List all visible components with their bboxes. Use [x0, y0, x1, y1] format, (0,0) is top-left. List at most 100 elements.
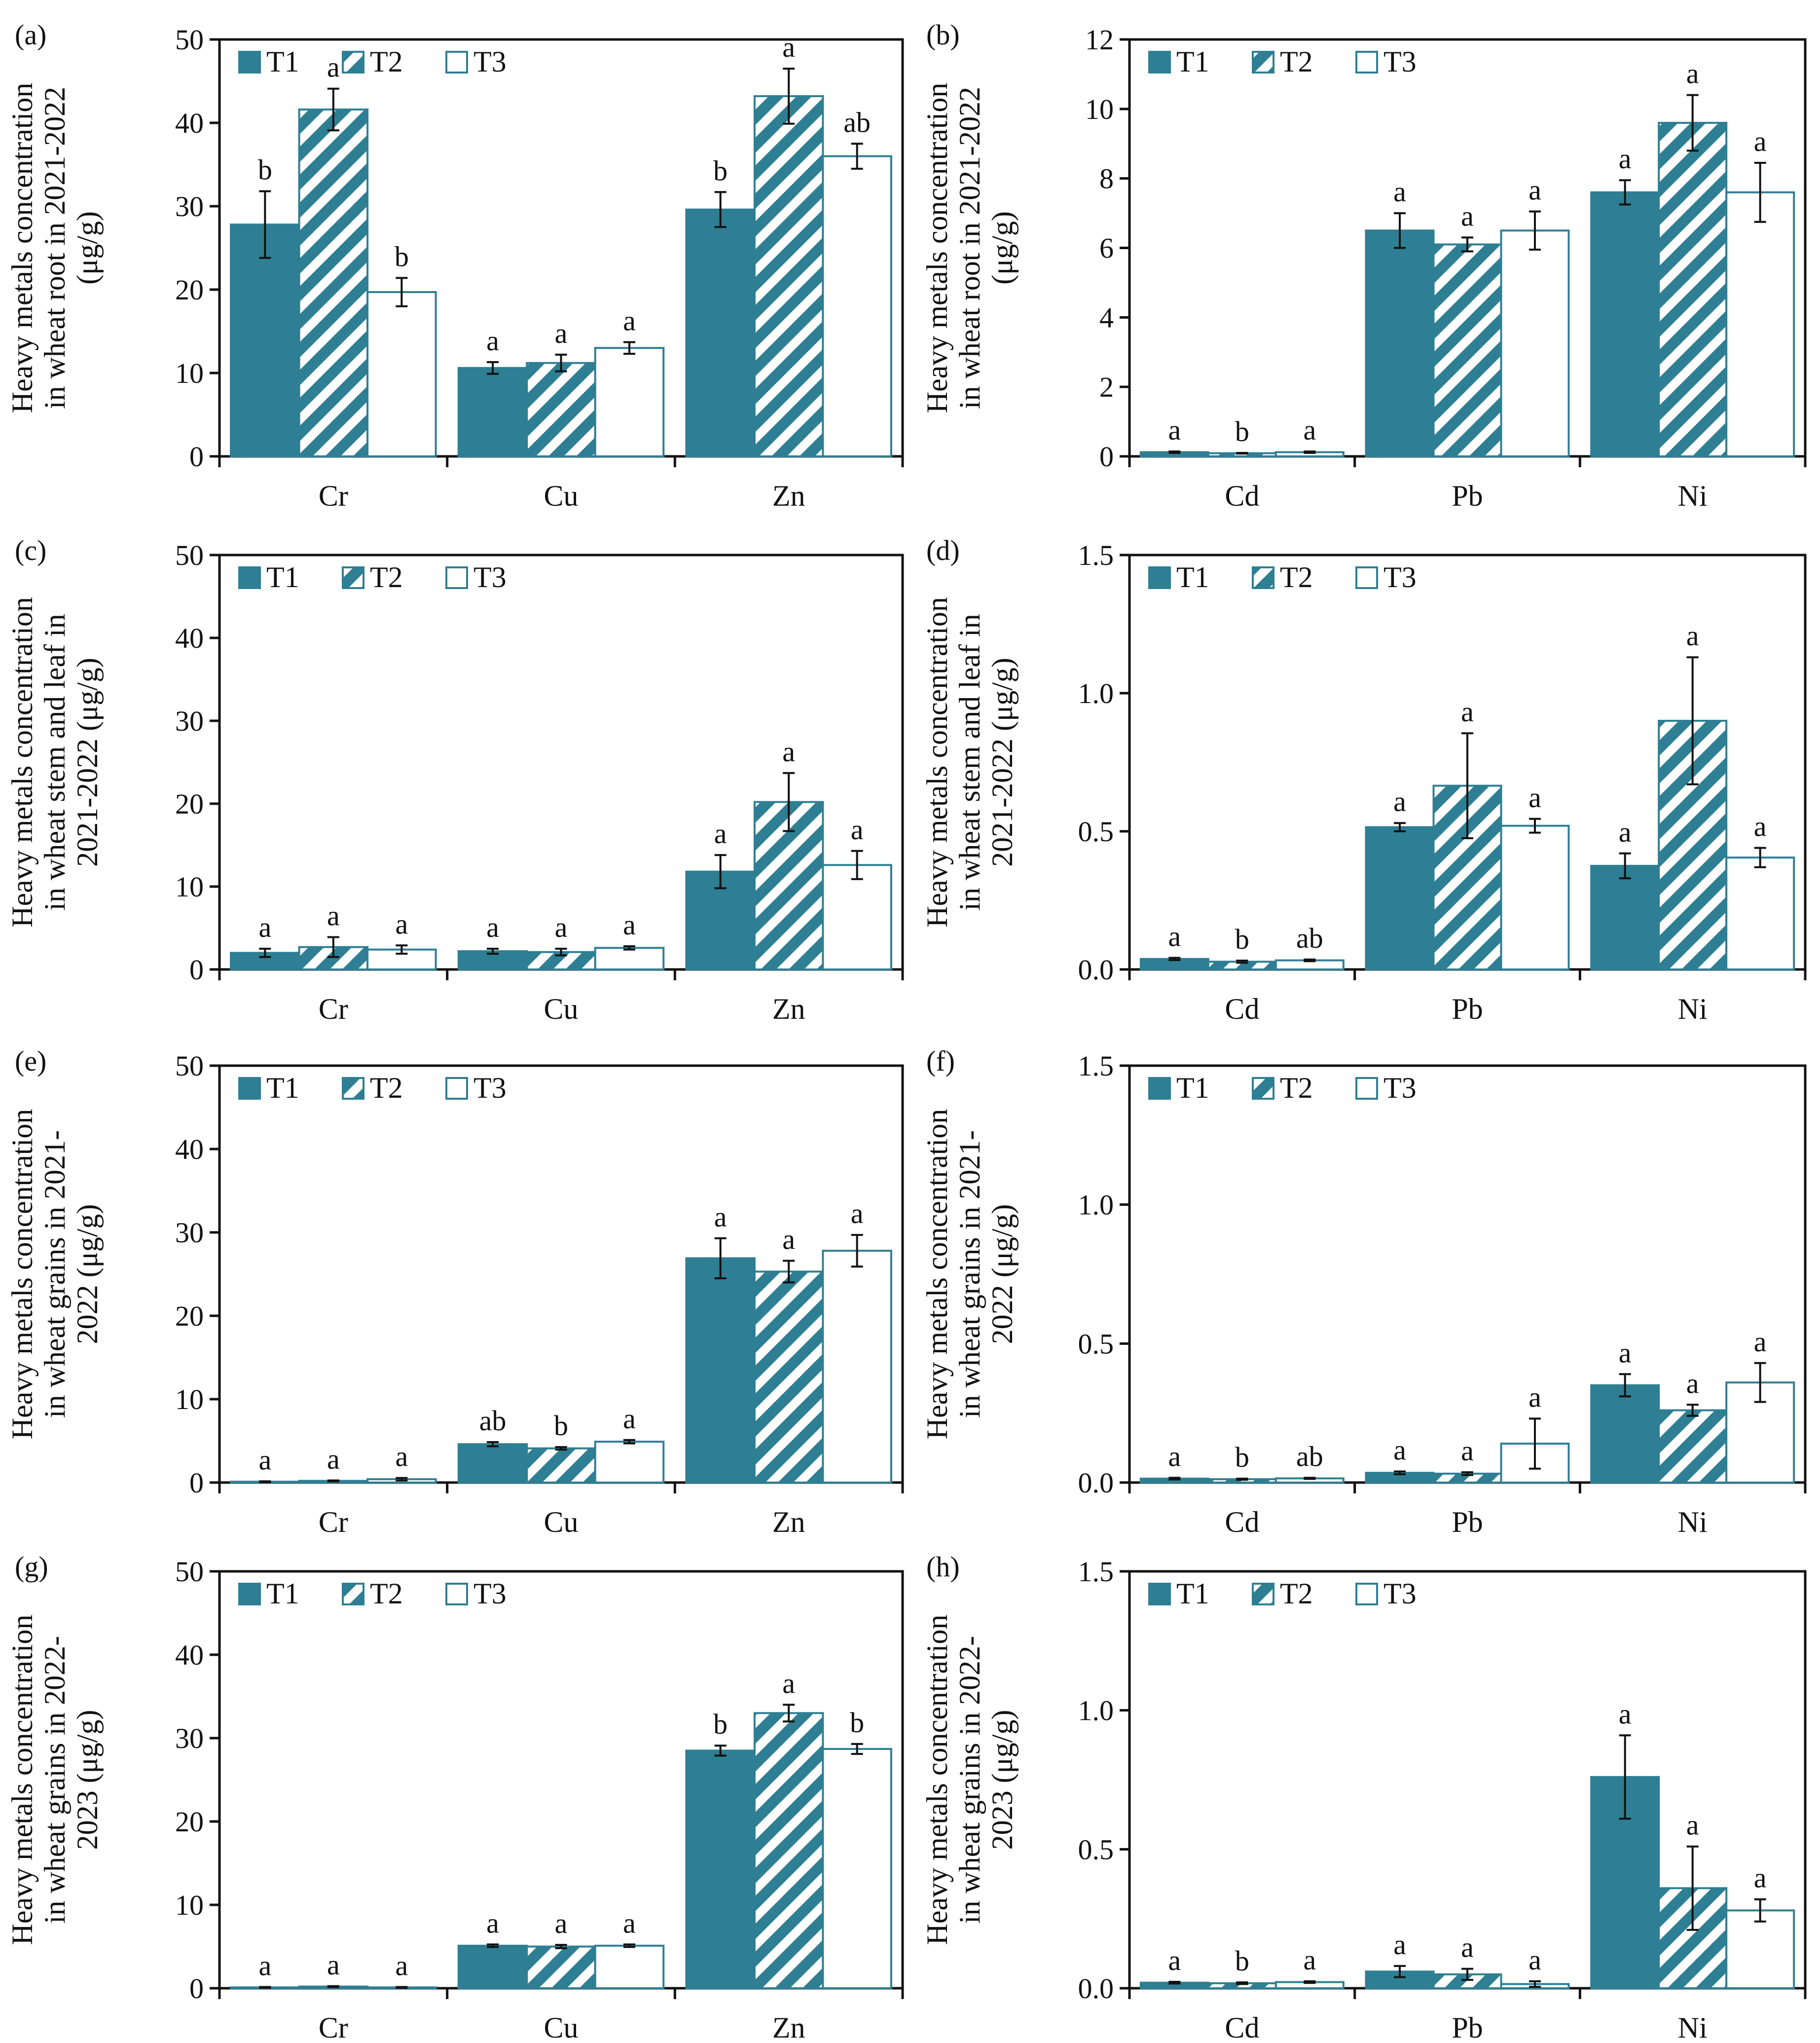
y-axis-label: Heavy metals concentration [921, 83, 953, 413]
x-tick-label: Cd [1225, 993, 1259, 1025]
significance-letter: a [555, 911, 568, 943]
y-tick-label: 1.5 [1078, 1556, 1114, 1588]
legend-swatch-t3 [445, 51, 468, 74]
y-axis-label: 2023 (μg/g) [986, 1710, 1019, 1850]
significance-letter: a [1168, 1944, 1181, 1976]
bar-T2-Zn [753, 1712, 824, 1990]
legend-label-t3: T3 [473, 1072, 507, 1104]
legend-label-t1: T1 [1176, 1072, 1209, 1104]
x-tick-label: Cu [544, 480, 578, 512]
bar-T3-Pb [1500, 229, 1570, 457]
significance-letter: a [1754, 811, 1767, 843]
significance-letter: a [258, 1444, 271, 1476]
legend-label-t3: T3 [1383, 561, 1417, 594]
x-tick-label: Cd [1225, 480, 1259, 512]
legend-swatch-t1 [1148, 1583, 1171, 1605]
y-tick-label: 2 [1099, 371, 1114, 403]
significance-letter: a [1393, 1434, 1406, 1466]
legend-swatch-t2 [1252, 1077, 1274, 1100]
bar-T1-Zn [685, 1257, 756, 1484]
panel-label: (a) [15, 19, 46, 51]
significance-letter: a [258, 911, 271, 943]
bar-T3-Zn [822, 155, 892, 458]
y-tick-label: 50 [175, 1556, 204, 1588]
legend-swatch-t1 [1148, 566, 1171, 589]
legend-label-t3: T3 [1383, 1072, 1417, 1104]
panel-label: (h) [926, 1551, 960, 1583]
y-tick-label: 40 [175, 1639, 204, 1671]
significance-letter: a [1754, 1326, 1767, 1358]
y-axis-label: in wheat stem and leaf in [38, 614, 71, 910]
legend-swatch-t1 [1148, 1077, 1171, 1100]
significance-letter: a [782, 1223, 795, 1255]
y-tick-label: 40 [175, 622, 204, 654]
y-tick-label: 1.0 [1078, 1189, 1114, 1221]
significance-letter: a [851, 814, 864, 846]
x-tick-label: Pb [1452, 1506, 1483, 1538]
legend-swatch-t1 [238, 51, 261, 74]
panel-label: (c) [15, 534, 46, 566]
significance-letter: a [1619, 1337, 1632, 1369]
y-tick-label: 10 [175, 871, 204, 903]
legend-label-t1: T1 [1176, 561, 1209, 594]
y-axis-label: Heavy metals concentration [6, 597, 38, 928]
bar-T3-Cu [594, 1441, 665, 1484]
legend-swatch-t3 [1355, 1077, 1378, 1100]
significance-letter: a [1303, 414, 1316, 446]
y-tick-label: 30 [175, 1217, 204, 1249]
legend-label-t1: T1 [1176, 45, 1209, 78]
bar-T1-Ni [1590, 191, 1660, 458]
significance-letter: a [782, 736, 795, 768]
significance-letter: a [555, 317, 568, 349]
legend-swatch-t1 [1148, 51, 1171, 74]
significance-letter: b [554, 1410, 568, 1442]
y-tick-label: 20 [175, 274, 204, 306]
legend-label-t1: T1 [266, 1577, 299, 1610]
significance-letter: a [327, 51, 340, 83]
significance-letter: a [1686, 620, 1699, 652]
legend-label-t2: T2 [1280, 561, 1313, 594]
x-tick-label: Cr [319, 480, 348, 512]
bar-T1-Cr [230, 223, 300, 457]
bar-T3-Ni [1725, 856, 1795, 970]
significance-letter: a [1168, 414, 1181, 446]
y-tick-label: 6 [1099, 232, 1114, 264]
legend-label-t2: T2 [370, 561, 403, 594]
y-tick-label: 20 [175, 1806, 204, 1838]
bar-T3-Ni [1725, 1909, 1795, 1989]
legend-label-t1: T1 [266, 1072, 299, 1104]
legend-label-t3: T3 [1383, 1577, 1417, 1610]
y-tick-label: 10 [1085, 93, 1114, 125]
legend-label-t3: T3 [473, 45, 507, 78]
bar-T1-Pb [1365, 826, 1435, 970]
legend-label-t2: T2 [370, 1577, 403, 1610]
chart-panel-c: 0 10 20 30 40 50 Cr Cu Zn a a a a a a a a a T1 T2 T3 (c) Heavy… [6, 534, 904, 1025]
legend-swatch-t3 [445, 1077, 468, 1100]
y-tick-label: 1.5 [1078, 1050, 1114, 1082]
panel-label: (e) [15, 1045, 46, 1077]
chart-panel-g: 0 10 20 30 40 50 Cr Cu Zn a a b a a a a a b T1 T2 T3 (g) Heavy… [6, 1551, 904, 2043]
significance-letter: a [1168, 920, 1181, 952]
legend-swatch-t3 [1355, 1583, 1378, 1605]
y-tick-label: 0.0 [1078, 954, 1114, 986]
significance-letter: a [782, 1667, 795, 1699]
significance-letter: a [1529, 174, 1541, 206]
y-tick-label: 10 [175, 357, 204, 389]
bar-T2-Ni [1658, 122, 1728, 457]
significance-letter: ab [1296, 922, 1323, 954]
significance-letter: a [1168, 1440, 1181, 1472]
legend-label-t2: T2 [370, 45, 403, 78]
x-tick-label: Cr [319, 1506, 348, 1538]
y-axis-label: in wheat grains in 2022- [953, 1636, 986, 1924]
bar-T3-Zn [822, 864, 892, 970]
y-tick-label: 0 [189, 954, 204, 986]
significance-letter: a [623, 909, 636, 941]
y-axis-label: 2022 (μg/g) [71, 1204, 104, 1344]
bar-T3-Zn [822, 1250, 892, 1484]
y-axis-label: Heavy metals concentration [6, 1615, 38, 1945]
panel-label: (g) [15, 1551, 48, 1583]
